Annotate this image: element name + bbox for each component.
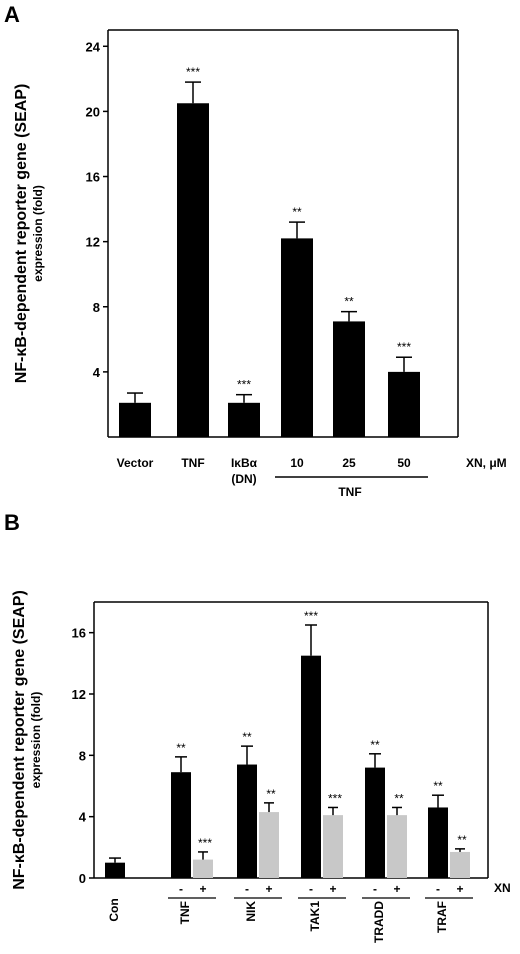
- bar-xn-minus: [171, 772, 191, 878]
- bar: [119, 402, 151, 437]
- group-label: TRADD: [372, 901, 386, 943]
- y-tick-label: 24: [86, 39, 101, 54]
- category-label: 25: [342, 456, 356, 470]
- bar: [177, 103, 209, 437]
- bar-xn-plus: [387, 815, 407, 878]
- category-label: 10: [290, 456, 304, 470]
- control-bar: [105, 862, 125, 878]
- panel-b-chart: 0 4 8 12 16 NF-κB-dependent reporter gene (SE…: [11, 590, 511, 943]
- bar: [281, 238, 313, 437]
- y-axis-label-line2: expression (fold): [29, 692, 43, 789]
- group-label: NIK: [244, 901, 258, 922]
- xn-minus-label: -: [245, 882, 249, 896]
- y-tick-label: 4: [93, 365, 101, 380]
- bar-xn-minus: [428, 807, 448, 878]
- bar-xn-minus: [301, 655, 321, 878]
- group-label: TAK1: [308, 901, 322, 932]
- significance-label-xn-plus: **: [266, 787, 276, 801]
- group-label: TNF: [338, 485, 361, 499]
- category-label: TNF: [181, 456, 204, 470]
- category-sublabel: (DN): [231, 472, 256, 486]
- bar: [333, 321, 365, 437]
- significance-label-xn-plus: **: [394, 791, 404, 805]
- y-axis-label: NF-κB-dependent reporter gene (SEAP): [13, 84, 30, 384]
- y-tick-label: 0: [79, 871, 86, 886]
- xn-minus-label: -: [309, 882, 313, 896]
- y-tick-label: 20: [86, 104, 100, 119]
- bar: [388, 371, 420, 437]
- x-axis-note: XN: [494, 881, 511, 895]
- y-tick-label: 12: [86, 235, 100, 250]
- panel-b-letter: B: [4, 510, 20, 535]
- y-tick-label: 16: [86, 170, 100, 185]
- bar-xn-plus: [259, 812, 279, 878]
- category-label: IκBα: [231, 456, 258, 470]
- xn-plus-label: +: [393, 882, 400, 896]
- xn-plus-label: +: [456, 882, 463, 896]
- significance-label-xn-plus: ***: [328, 791, 342, 805]
- significance-label-xn-minus: **: [176, 741, 186, 755]
- significance-label-xn-minus: **: [433, 779, 443, 793]
- significance-label: ***: [397, 340, 411, 354]
- y-tick-label: 8: [79, 748, 86, 763]
- bar-xn-plus: [193, 859, 213, 878]
- bar-xn-plus: [323, 815, 343, 878]
- y-tick-label: 16: [72, 626, 86, 641]
- significance-label: **: [292, 205, 302, 219]
- significance-label-xn-minus: **: [242, 730, 252, 744]
- y-tick-label: 8: [93, 300, 100, 315]
- xn-minus-label: -: [179, 882, 183, 896]
- y-tick-label: 12: [72, 687, 86, 702]
- panel-a-letter: A: [4, 2, 20, 27]
- bar-xn-plus: [450, 851, 470, 878]
- bar-xn-minus: [365, 767, 385, 878]
- y-axis-label: NF-κB-dependent reporter gene (SEAP): [11, 590, 28, 890]
- significance-label: ***: [237, 378, 251, 392]
- significance-label: **: [344, 295, 354, 309]
- panel-a-chart: 4 8 12 16 20 24 NF-κB-dependent reporter gene …: [13, 29, 507, 499]
- category-label: Vector: [117, 456, 154, 470]
- bar: [228, 402, 260, 437]
- y-axis-label-line2: expression (fold): [31, 185, 45, 282]
- significance-label-xn-minus: **: [370, 738, 380, 752]
- significance-label-xn-minus: ***: [304, 609, 318, 623]
- y-tick-label: 4: [79, 810, 87, 825]
- category-label: 50: [397, 456, 411, 470]
- significance-label-xn-plus: **: [457, 833, 467, 847]
- xn-plus-label: +: [199, 882, 206, 896]
- group-label: TRAF: [435, 901, 449, 933]
- xn-minus-label: -: [436, 882, 440, 896]
- xn-minus-label: -: [373, 882, 377, 896]
- significance-label-xn-plus: ***: [198, 836, 212, 850]
- xn-plus-label: +: [265, 882, 272, 896]
- xn-plus-label: +: [329, 882, 336, 896]
- x-axis-note: XN, μM: [466, 456, 507, 470]
- significance-label: ***: [186, 65, 200, 79]
- bar-xn-minus: [237, 764, 257, 878]
- group-label: TNF: [178, 901, 192, 924]
- control-label: Con: [107, 898, 121, 921]
